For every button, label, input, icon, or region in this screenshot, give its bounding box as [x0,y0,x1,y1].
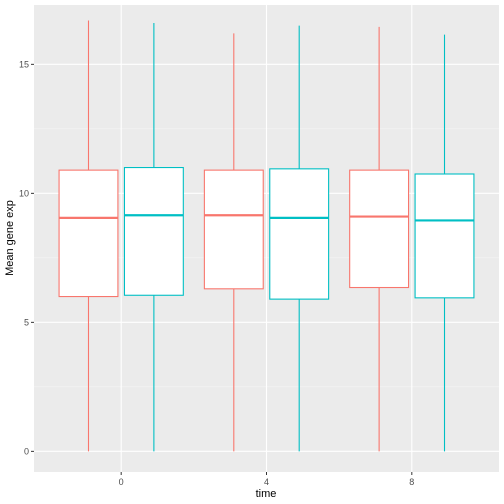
y-tick-label: 15 [19,59,29,69]
x-tick-label: 0 [119,477,124,487]
box-layer [58,20,475,452]
box-8-series-1 [414,34,475,452]
box-8-series-0 [349,26,410,452]
box-body [414,173,475,299]
box-0-series-0 [58,20,119,452]
box-4-series-0 [203,33,264,452]
y-tick-label: 10 [19,188,29,198]
y-tick-label: 5 [24,317,29,327]
x-axis-title: time [256,488,277,500]
box-body [349,169,410,289]
box-4-series-1 [269,25,330,452]
y-tick-label: 0 [24,446,29,456]
box-body [203,169,264,290]
box-0-series-1 [123,23,184,452]
box-body [269,168,330,300]
grid-lines [34,5,499,472]
box-body [123,166,184,296]
axis-layer: 0 5 10 15 0 4 8 [19,59,414,487]
box-body [58,169,119,298]
y-axis-title: Mean gene exp [4,200,16,276]
x-tick-label: 8 [409,477,414,487]
x-tick-label: 4 [264,477,269,487]
